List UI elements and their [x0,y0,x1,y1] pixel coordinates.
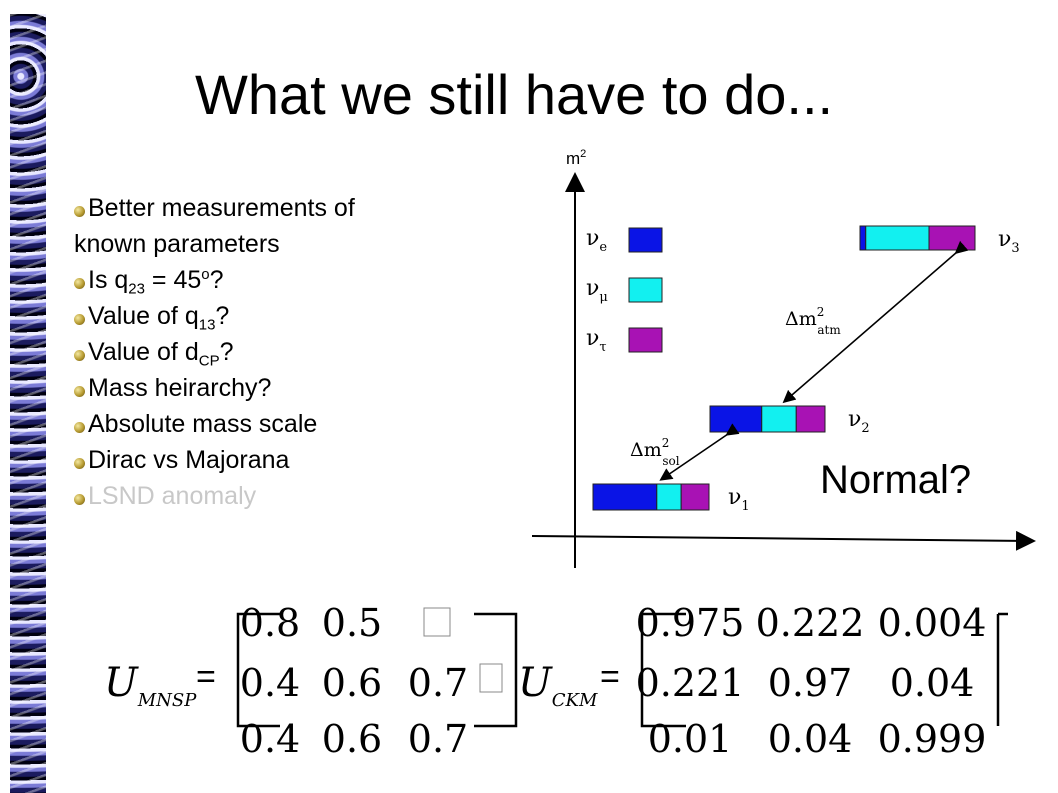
matrix-cell: 0.01 [648,717,733,761]
mass-bar-segment [928,225,976,251]
matrix-cell: 0.7 [408,661,468,705]
mnsp-matrix-cells: 0.8 0.5 0.4 0.6 0.7 0.4 0.6 0.7 [240,601,468,761]
ckm-equals: = [600,658,620,696]
missing-glyph-box [479,663,503,693]
matrix-cell: 0.221 [636,661,745,705]
matrix-cell: 0.6 [322,717,382,761]
mnsp-left-bracket [236,612,280,728]
matrix-cell: 0.04 [768,717,853,761]
matrix-cell: 0.4 [240,661,300,705]
sol-splitting-label: Δm2 sol [630,436,680,468]
ckm-matrix-cells: 0.975 0.222 0.004 0.221 0.97 0.04 0.01 0.04 0.99… [636,601,987,761]
mass-state-bars: ν3 ν2 ν1 [592,225,1020,514]
flavor-box-2 [628,327,663,353]
bullet-mass-hierarchy: Mass heirarchy? [74,370,444,406]
matrix-cell: 0.04 [890,661,975,705]
matrix-cell: 0.5 [322,601,382,645]
decorative-side-strip [10,14,46,793]
x-axis [531,530,1036,551]
bullet-icon [74,313,85,325]
bullet-icon [74,457,85,469]
mass-bar-segment [709,405,763,433]
mixing-matrices: UMNSP = 0.8 0.50.4 0.6 0.70.4 0.6 0.7 UCKM = … [104,601,1008,761]
normal-hierarchy-label: Normal? [820,458,972,502]
flavor-label-2: ντ [586,326,607,355]
bullet-lsnd: LSND anomaly [74,478,444,514]
flavor-box-0 [628,227,663,253]
bullet-absolute-mass: Absolute mass scale [74,406,444,442]
matrix-cell: 0.999 [878,717,987,761]
ckm-left-bracket [640,612,686,728]
matrix-cell: 0.7 [408,717,468,761]
sol-splitting-arrow [659,423,740,481]
mass-state-label-2: ν1 [728,485,750,514]
matrix-cell: 0.975 [636,601,745,645]
bullet-theta13: Value of q13? [74,298,444,334]
atm-splitting-label: Δm2 atm [785,305,841,337]
mass-ordering-diagram: m2 νe νμ ντ ν3 ν2 ν1 Δm2 atm Δm2 sol [531,148,1036,568]
bullet-icon [74,277,85,289]
matrix-cell: 0.8 [240,601,300,645]
flavor-label-1: νμ [586,276,608,305]
bullet-delta-cp: Value of dCP? [74,334,444,370]
bullet-list: Better measurements of known parameters … [74,190,444,514]
matrix-cell: 0.222 [756,601,865,645]
bullet-better-measurements: Better measurements of known parameters [74,194,355,258]
bullet-icon [74,349,85,361]
atm-splitting-arrow [782,240,969,404]
matrix-cell: 0.004 [878,601,987,645]
mass-bar-segment [865,225,930,251]
bullet-icon [74,205,85,217]
u-ckm-symbol: UCKM [518,660,598,711]
matrix-cell: 0.4 [240,717,300,761]
mass-bar-segment [680,483,710,511]
mass-bar-segment [795,405,826,433]
mass-bar-segment [656,483,682,511]
slide-title: What we still have to do... [195,63,834,126]
missing-glyph-box [423,607,451,637]
mnsp-equals: = [196,658,216,696]
matrix-cell: 0.6 [322,661,382,705]
mass-bar-segment [592,483,658,511]
bullet-icon [74,493,85,505]
flavor-legend: νe νμ ντ [586,226,663,355]
u-mnsp-symbol: UMNSP [104,660,197,711]
mnsp-right-bracket [474,612,518,728]
bullet-icon [74,421,85,433]
flavor-label-0: νe [586,226,607,255]
mass-bar-segment [761,405,797,433]
bullet-theta23: Is q23 = 45o? [74,262,444,298]
bullet-icon [74,385,85,397]
axis-label-m2: m2 [566,148,586,168]
mass-state-label-0: ν3 [998,227,1020,256]
mass-bar-segment [859,225,867,251]
bullet-dirac-majorana: Dirac vs Majorana [74,442,444,478]
matrix-cell: 0.97 [768,661,853,705]
mass-state-label-1: ν2 [848,407,870,436]
flavor-box-1 [628,277,663,303]
